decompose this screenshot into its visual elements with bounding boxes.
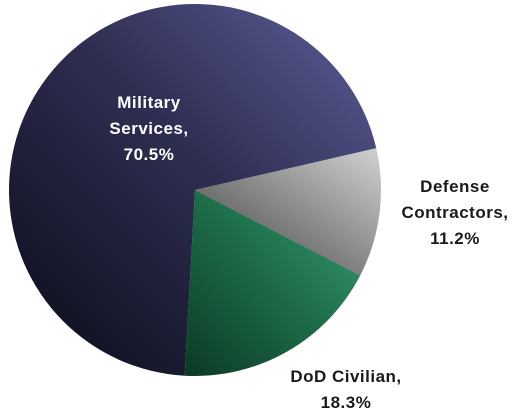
- slice-label-line: 70.5%: [124, 145, 175, 164]
- slice-label-dod-civilian: DoD Civilian, 18.3%: [290, 367, 401, 411]
- slice-label-line: Military: [117, 93, 181, 112]
- slice-label-defense-contractors: Defense Contractors, 11.2%: [401, 177, 508, 248]
- slice-label-line: DoD Civilian,: [290, 367, 401, 386]
- pie-slices: [8, 3, 381, 376]
- slice-label-line: 18.3%: [321, 393, 372, 411]
- pie-labels: Defense Contractors, 11.2% DoD Civilian, 18.…: [109, 93, 508, 411]
- pie-slice-defense-contractors: [195, 148, 381, 276]
- slice-label-military-services: Military Services, 70.5%: [109, 93, 188, 164]
- slice-label-line: Contractors,: [401, 203, 508, 222]
- pie-slice-dod-civilian: [184, 190, 361, 376]
- slice-label-line: 11.2%: [430, 229, 480, 248]
- slice-label-line: Services,: [109, 119, 188, 138]
- pie-slice-military-services: [8, 3, 377, 376]
- slice-label-line: Defense: [420, 177, 490, 196]
